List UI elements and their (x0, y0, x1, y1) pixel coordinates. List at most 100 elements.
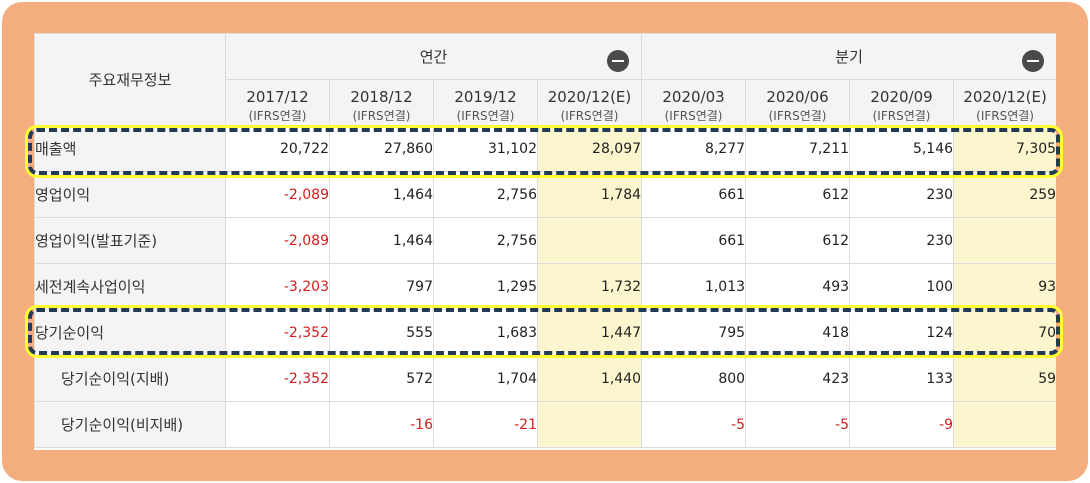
column-header: 2020/09 (IFRS연결) (849, 79, 955, 126)
row-label[interactable]: 영업이익(발표기준) (34, 217, 226, 264)
value-cell: -9 (849, 401, 955, 448)
column-header: 2020/12(E) (IFRS연결) (536, 79, 643, 126)
value-cell: 70 (953, 309, 1056, 356)
value-cell: 661 (641, 217, 747, 264)
table-row: 매출액 20,722 27,860 31,102 28,097 8,277 7,211 5,1… (34, 125, 1056, 172)
value-cell: 100 (849, 263, 955, 310)
value-cell: 20,722 (225, 125, 330, 172)
value-cell: 1,447 (536, 309, 643, 356)
row-label[interactable]: 당기순이익 (34, 309, 226, 356)
row-label[interactable]: 당기순이익(비지배) (34, 401, 226, 448)
value-cell: 230 (849, 171, 955, 218)
value-cell: 1,440 (536, 355, 643, 402)
value-cell (225, 401, 330, 448)
value-cell (536, 401, 643, 448)
column-period: 2017/12 (246, 88, 309, 106)
value-cell (953, 401, 1056, 448)
value-cell: 797 (329, 263, 434, 310)
value-cell: 31,102 (433, 125, 538, 172)
value-cell: 572 (329, 355, 434, 402)
value-cell: 1,013 (641, 263, 747, 310)
group-label-quarterly: 분기 (835, 48, 863, 66)
minus-circle-icon[interactable] (607, 50, 630, 72)
column-basis: (IFRS연결) (352, 109, 411, 123)
value-cell: 1,784 (536, 171, 643, 218)
group-label-annual: 연간 (419, 48, 448, 66)
value-cell: -5 (745, 401, 851, 448)
table-row: 영업이익 -2,089 1,464 2,756 1,784 661 612 230 259 (34, 171, 1056, 218)
value-cell: 28,097 (536, 125, 643, 172)
column-basis: (IFRS연결) (560, 109, 619, 123)
column-header: 2020/03 (IFRS연결) (641, 79, 747, 126)
value-cell: 493 (745, 263, 851, 310)
financial-table: 주요재무정보 연간 분기 2017/12 (IFRS연결) 2018/12 (I… (34, 33, 1056, 448)
value-cell (536, 217, 643, 264)
value-cell: -16 (329, 401, 434, 448)
value-cell: 7,305 (953, 125, 1056, 172)
value-cell: 2,756 (433, 217, 538, 264)
value-cell: 124 (849, 309, 955, 356)
value-cell: 418 (745, 309, 851, 356)
value-cell: 423 (745, 355, 851, 402)
table-body: 매출액 20,722 27,860 31,102 28,097 8,277 7,211 5,1… (34, 125, 1056, 448)
value-cell: 7,211 (745, 125, 851, 172)
column-basis: (IFRS연결) (976, 109, 1034, 123)
corner-header: 주요재무정보 (34, 33, 226, 126)
table-row: 당기순이익(지배) -2,352 572 1,704 1,440 800 423 133 59 (34, 355, 1056, 402)
value-cell: -21 (433, 401, 538, 448)
value-cell: -2,089 (225, 217, 330, 264)
value-cell: -5 (641, 401, 747, 448)
value-cell: 555 (329, 309, 434, 356)
column-header: 2018/12 (IFRS연결) (329, 79, 434, 126)
value-cell: -2,089 (225, 171, 330, 218)
value-cell: 230 (849, 217, 955, 264)
table-row: 당기순이익(비지배) -16 -21 -5 -5 -9 (34, 401, 1056, 448)
financial-summary-panel: 주요재무정보 연간 분기 2017/12 (IFRS연결) 2018/12 (I… (34, 33, 1056, 450)
value-cell: 59 (953, 355, 1056, 402)
value-cell: 612 (745, 217, 851, 264)
value-cell: -2,352 (225, 355, 330, 402)
value-cell: 612 (745, 171, 851, 218)
column-header: 2017/12 (IFRS연결) (225, 79, 330, 126)
group-header-annual: 연간 (224, 33, 643, 80)
value-cell: -2,352 (225, 309, 330, 356)
value-cell: 93 (953, 263, 1056, 310)
value-cell: 661 (641, 171, 747, 218)
value-cell: 1,464 (329, 171, 434, 218)
group-header-quarterly: 분기 (641, 33, 1056, 80)
column-period: 2020/12(E) (963, 88, 1047, 106)
value-cell: 1,704 (433, 355, 538, 402)
minus-circle-icon[interactable] (1022, 50, 1045, 72)
row-label[interactable]: 매출액 (34, 125, 226, 172)
table-row: 세전계속사업이익 -3,203 797 1,295 1,732 1,013 493 100 93 (34, 263, 1056, 310)
value-cell: 2,756 (433, 171, 538, 218)
value-cell: 27,860 (329, 125, 434, 172)
column-basis: (IFRS연결) (872, 109, 931, 123)
table-row: 영업이익(발표기준) -2,089 1,464 2,756 661 612 230 (34, 217, 1056, 264)
value-cell (953, 217, 1056, 264)
column-basis: (IFRS연결) (768, 109, 827, 123)
column-period: 2020/06 (766, 88, 829, 106)
value-cell: 1,683 (433, 309, 538, 356)
row-label[interactable]: 세전계속사업이익 (34, 263, 226, 310)
column-period: 2019/12 (454, 88, 517, 106)
value-cell: 5,146 (849, 125, 955, 172)
column-header: 2020/06 (IFRS연결) (745, 79, 851, 126)
value-cell: 259 (953, 171, 1056, 218)
value-cell: 1,295 (433, 263, 538, 310)
value-cell: -3,203 (225, 263, 330, 310)
column-period: 2020/09 (870, 88, 933, 106)
table-row: 당기순이익 -2,352 555 1,683 1,447 795 418 124 70 (34, 309, 1056, 356)
column-header: 2019/12 (IFRS연결) (433, 79, 538, 126)
row-label[interactable]: 영업이익 (34, 171, 226, 218)
value-cell: 8,277 (641, 125, 747, 172)
value-cell: 795 (641, 309, 747, 356)
column-header: 2020/12(E) (IFRS연결) (953, 79, 1056, 126)
column-basis: (IFRS연결) (664, 109, 723, 123)
row-label[interactable]: 당기순이익(지배) (34, 355, 226, 402)
column-period: 2018/12 (350, 88, 413, 106)
column-basis: (IFRS연결) (456, 109, 515, 123)
value-cell: 1,464 (329, 217, 434, 264)
column-period: 2020/03 (662, 88, 725, 106)
value-cell: 133 (849, 355, 955, 402)
